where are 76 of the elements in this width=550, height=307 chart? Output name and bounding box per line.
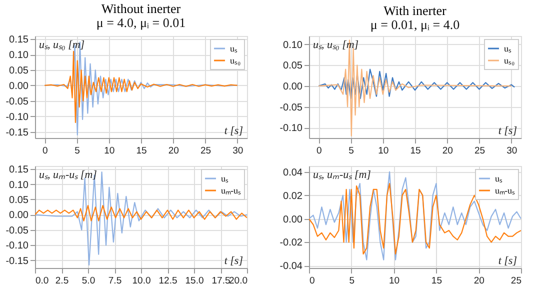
chart-subtitle: μ = 0.01, μᵢ = 4.0 [370, 17, 460, 32]
y-tick-label: 0.05 [9, 66, 29, 76]
legend-label: uₛ₀ [230, 56, 241, 66]
y-tick-label: -0.10 [6, 240, 29, 252]
x-tick-label: 17.5 [212, 276, 230, 286]
x-tick-label: 15 [410, 146, 421, 156]
y-tick-label: -0.10 [280, 123, 303, 134]
x-tick-label: 25 [474, 146, 486, 156]
y-tick-label: 0.02 [283, 190, 303, 202]
y-tick-label: -0.15 [6, 256, 29, 267]
x-tick-label: 20 [168, 146, 179, 156]
line-series [35, 205, 247, 222]
x-tick-label: 12.5 [158, 276, 178, 286]
x-tick-label: 7.5 [108, 276, 122, 286]
x-tick-label: 15 [136, 146, 147, 156]
legend-label: uₛ [495, 174, 502, 184]
x-tick-label: 5 [74, 146, 80, 156]
x-tick-label: 10 [104, 146, 115, 156]
y-tick-label: 0.05 [283, 60, 303, 72]
x-axis-title: t [s] [224, 125, 243, 137]
x-tick-label: 10.0 [132, 276, 151, 286]
x-tick-label: 5 [349, 276, 355, 286]
y-tick-label: 0.00 [283, 81, 303, 92]
y-tick-label: 0.10 [9, 180, 29, 191]
y-tick-label: 0.05 [9, 194, 29, 206]
y-axis-title: uₛ, uₘ-uₛ [m] [313, 169, 371, 181]
y-tick-label: 0.04 [283, 167, 303, 178]
y-tick-label: 0.10 [9, 50, 29, 62]
legend-label: uₘ-uₛ [221, 186, 241, 196]
x-tick-label: 20 [474, 276, 484, 286]
x-tick-label: 10 [389, 276, 400, 286]
x-tick-label: 0 [42, 146, 48, 156]
x-tick-label: 5 [348, 146, 354, 156]
chart-title: With inerter [384, 3, 447, 18]
x-tick-label: 25 [200, 146, 212, 156]
y-tick-label: -0.04 [280, 261, 303, 272]
y-tick-label: -0.05 [6, 225, 29, 236]
legend-label: uₘ-uₛ [495, 186, 515, 196]
legend-label: uₛ [221, 174, 228, 184]
y-tick-label: 0.00 [9, 80, 29, 92]
line-series [309, 183, 521, 254]
x-tick-label: 10 [378, 146, 389, 156]
y-tick-label: 0.15 [9, 164, 29, 176]
x-tick-label: 30 [506, 146, 518, 156]
chart-title: Without inerter [101, 1, 182, 16]
line-series [318, 68, 516, 99]
legend-label: uₛ [504, 44, 512, 54]
chart-subtitle: μ = 4.0, μᵢ = 0.01 [96, 15, 186, 30]
x-tick-label: 5.0 [82, 276, 96, 286]
y-axis-title: uₛ, uₘ-uₛ [m] [39, 169, 97, 181]
y-tick-label: -0.05 [280, 102, 303, 114]
x-tick-label: 0 [310, 276, 315, 286]
y-tick-label: 0.10 [283, 40, 303, 51]
y-tick-label: -0.15 [6, 127, 29, 138]
x-tick-label: 20 [442, 146, 453, 156]
line-series [35, 172, 247, 266]
y-tick-label: -0.10 [6, 112, 29, 123]
y-tick-label: 0.15 [9, 34, 29, 46]
legend-label: uₛ [230, 44, 238, 54]
y-tick-label: -0.02 [280, 238, 303, 249]
x-tick-label: 0.0 [36, 276, 49, 286]
x-axis-title: t [s] [498, 125, 517, 137]
x-tick-label: 0 [316, 146, 322, 156]
y-tick-label: -0.05 [6, 96, 29, 108]
x-tick-label: 2.5 [55, 276, 69, 286]
y-tick-label: 0.00 [283, 214, 303, 226]
x-tick-label: 30 [232, 146, 244, 156]
legend-label: uₛ₀ [504, 56, 515, 66]
x-tick-label: 20.0 [229, 276, 248, 286]
x-tick-label: 15 [431, 276, 442, 286]
x-tick-label: 15.0 [185, 276, 204, 286]
x-tick-label: 25 [510, 276, 522, 286]
y-axis-title: uₛ, uₛ₀ [m] [39, 39, 85, 51]
y-tick-label: 0.00 [9, 210, 29, 222]
x-axis-title: t [s] [224, 255, 243, 267]
x-axis-title: t [s] [498, 255, 517, 267]
